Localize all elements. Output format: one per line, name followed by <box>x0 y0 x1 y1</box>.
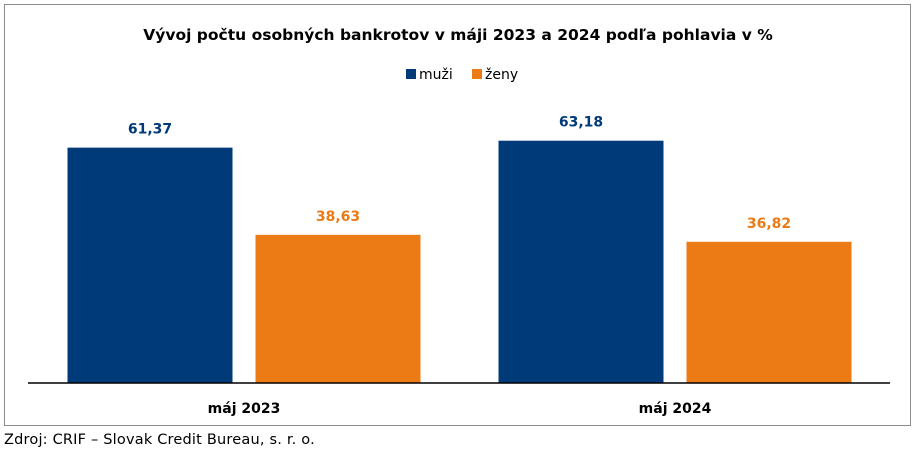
data-label-0-0: 61,37 <box>128 122 172 138</box>
bars-group: 61,37 38,63 63,18 36,82 <box>67 115 852 383</box>
bar-1-0 <box>498 140 664 383</box>
data-label-1-0: 63,18 <box>559 115 603 131</box>
data-label-1-1: 36,82 <box>747 216 791 232</box>
bar-1-1 <box>686 241 852 383</box>
x-axis-labels: máj 2023 máj 2024 <box>208 401 712 417</box>
x-tick-label-0: máj 2023 <box>208 401 281 417</box>
bar-chart: Vývoj počtu osobných bankrotov v máji 20… <box>28 26 890 417</box>
x-tick-label-1: máj 2024 <box>639 401 712 417</box>
data-label-0-1: 38,63 <box>316 209 360 225</box>
legend-swatch-0 <box>406 69 416 79</box>
legend: muži ženy <box>406 67 518 83</box>
legend-swatch-1 <box>472 69 482 79</box>
legend-label-0: muži <box>419 67 453 83</box>
bar-0-0 <box>67 147 233 383</box>
chart-title: Vývoj počtu osobných bankrotov v máji 20… <box>143 26 773 44</box>
legend-label-1: ženy <box>485 67 518 83</box>
bar-0-1 <box>255 234 421 383</box>
source-note: Zdroj: CRIF – Slovak Credit Bureau, s. r… <box>4 432 315 448</box>
